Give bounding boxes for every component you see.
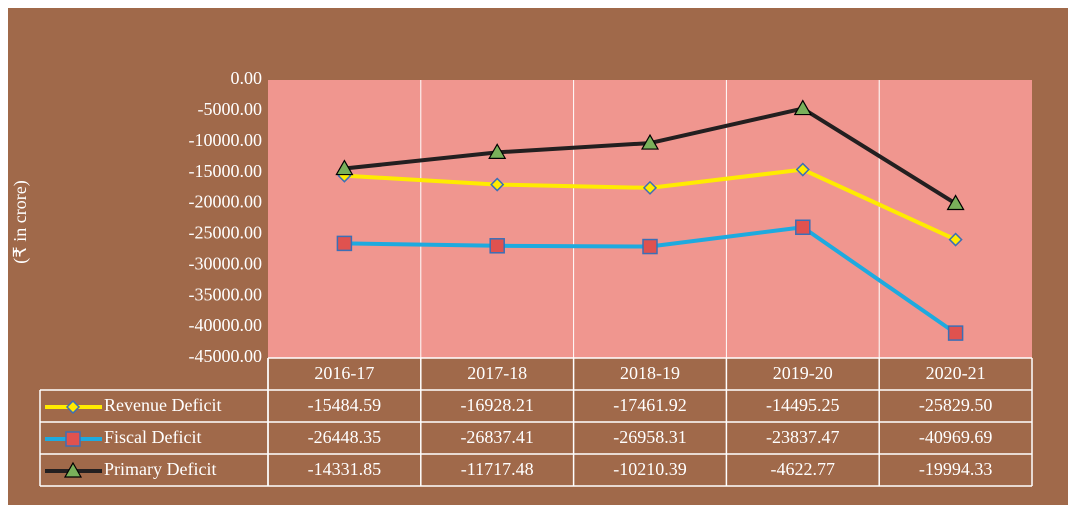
table-cell: -11717.48 — [461, 459, 534, 479]
y-axis-label: (₹ in crore) — [10, 180, 31, 263]
y-tick-label: -5000.00 — [198, 99, 263, 119]
marker — [488, 143, 507, 159]
y-tick-label: -45000.00 — [189, 346, 263, 366]
marker — [490, 177, 505, 192]
x-tick-label: 2017-18 — [467, 363, 527, 383]
marker — [489, 238, 505, 254]
marker — [336, 235, 353, 252]
marker — [947, 325, 964, 341]
table-cell: -26837.41 — [460, 427, 534, 447]
legend-label: Primary Deficit — [104, 459, 216, 479]
table-cell: -16928.21 — [460, 395, 534, 415]
x-tick-label: 2018-19 — [620, 363, 680, 383]
marker — [948, 232, 963, 247]
table-cell: -26958.31 — [613, 427, 687, 447]
table-cell: -14331.85 — [308, 459, 382, 479]
marker — [642, 180, 658, 195]
legend-marker — [65, 431, 81, 447]
plot-area — [268, 80, 1032, 358]
marker — [795, 219, 811, 236]
legend-label: Fiscal Deficit — [104, 427, 201, 447]
table-cell: -23837.47 — [766, 427, 840, 447]
x-tick-label: 2020-21 — [926, 363, 986, 383]
table-cell: -25829.50 — [919, 395, 993, 415]
y-tick-label: -10000.00 — [189, 130, 263, 150]
y-tick-label: -25000.00 — [189, 223, 263, 243]
table-cell: -40969.69 — [919, 427, 993, 447]
legend-marker — [65, 399, 81, 415]
table-cell: -10210.39 — [613, 459, 687, 479]
marker — [335, 159, 354, 176]
y-tick-label: -35000.00 — [189, 284, 263, 304]
table-cell: -26448.35 — [308, 427, 382, 447]
marker — [793, 99, 812, 116]
table-cell: -14495.25 — [766, 395, 840, 415]
marker — [640, 133, 660, 150]
table-cell: -17461.92 — [613, 395, 687, 415]
y-tick-label: -40000.00 — [189, 315, 263, 335]
y-tick-label: -15000.00 — [189, 161, 263, 181]
marker — [946, 194, 965, 211]
table-cell: -19994.33 — [919, 459, 993, 479]
x-tick-label: 2016-17 — [314, 363, 374, 383]
legend-marker — [63, 461, 83, 478]
x-tick-label: 2019-20 — [773, 363, 833, 383]
y-tick-label: 0.00 — [231, 68, 263, 88]
y-tick-label: -20000.00 — [189, 192, 263, 212]
legend-label: Revenue Deficit — [104, 395, 221, 415]
marker — [795, 162, 810, 177]
table-cell: -15484.59 — [308, 395, 382, 415]
marker — [642, 238, 658, 255]
table-cell: -4622.77 — [771, 459, 836, 479]
y-tick-label: -30000.00 — [189, 253, 263, 273]
